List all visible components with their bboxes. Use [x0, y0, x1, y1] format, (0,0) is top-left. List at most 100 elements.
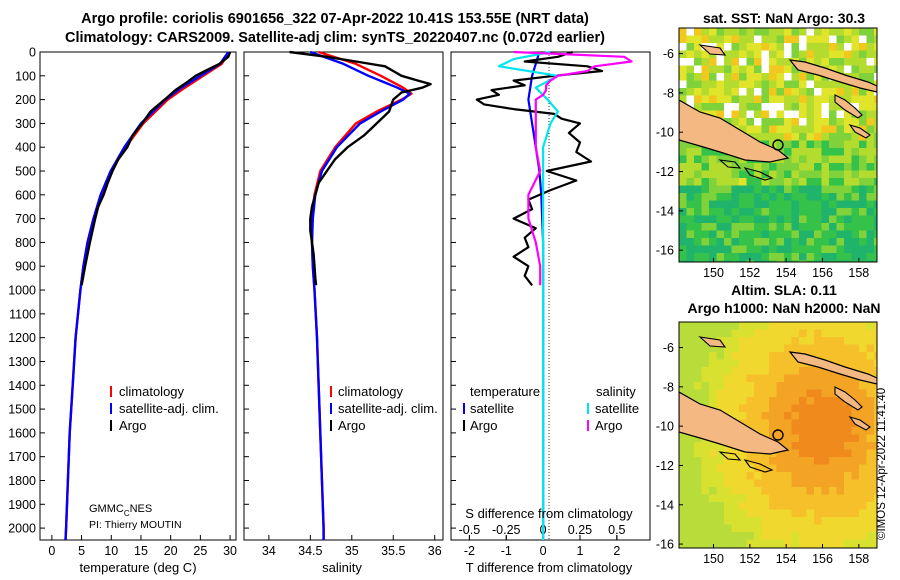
map-cell	[701, 479, 710, 488]
map-cell	[724, 487, 732, 495]
x-tick-label: 15	[134, 544, 148, 558]
map-cell	[866, 73, 875, 81]
map-cell	[814, 148, 822, 156]
map-cell	[829, 245, 837, 254]
map-cell	[716, 329, 725, 338]
map-cell	[844, 524, 852, 533]
y-tick-label: 600	[15, 188, 36, 202]
map-cell	[716, 464, 725, 473]
map-cell	[739, 200, 747, 209]
map-cell	[784, 28, 792, 36]
map-cell	[739, 457, 747, 465]
map-cell	[784, 479, 792, 488]
map-cell	[769, 193, 777, 201]
map-cell	[791, 253, 800, 261]
map-cell	[754, 427, 762, 435]
map-cell	[799, 322, 807, 330]
map-cell	[776, 419, 785, 428]
map-cell	[859, 185, 867, 194]
legend-t-satellite-label: satellite	[470, 401, 514, 416]
map-cell	[754, 502, 762, 510]
map-cell	[724, 238, 732, 246]
map-cell	[851, 442, 860, 450]
map-cell	[806, 170, 815, 179]
map-cell	[701, 245, 710, 254]
map-cell	[731, 539, 740, 548]
lon-tick-label: 150	[703, 266, 724, 280]
map-cell	[784, 65, 792, 74]
series-argo	[289, 50, 432, 286]
map-cell	[686, 215, 695, 224]
map-cell	[731, 43, 740, 51]
map-cell	[739, 28, 747, 36]
map-cell	[859, 35, 867, 44]
map-cell	[731, 163, 740, 171]
map-cell	[821, 163, 830, 171]
map-cell	[806, 163, 815, 171]
map-cell	[761, 118, 770, 126]
x-tick-label: 20	[164, 544, 178, 558]
map-cell	[844, 412, 852, 420]
map-cell	[739, 487, 747, 495]
map-cell	[799, 344, 807, 353]
map-cell	[701, 223, 710, 231]
map-cell	[784, 215, 792, 224]
map-cell	[776, 532, 785, 540]
map-cell	[754, 352, 762, 360]
map-cell	[829, 43, 837, 51]
argo-position-sla	[772, 429, 784, 441]
map-cell	[814, 140, 822, 149]
map-cell	[769, 118, 777, 126]
map-cell	[701, 260, 710, 262]
map-cell	[776, 359, 785, 368]
map-cell	[731, 200, 740, 209]
map-cell	[746, 118, 755, 126]
map-cell	[784, 404, 792, 413]
map-cell	[776, 494, 785, 503]
map-cell	[844, 110, 852, 119]
s-tick-label: 0.25	[568, 523, 592, 537]
map-cell	[776, 367, 785, 375]
map-cell	[716, 539, 725, 548]
map-cell	[814, 260, 822, 262]
lon-tick-label: 154	[776, 266, 797, 280]
legend-temperature-title: temperature	[470, 384, 540, 399]
map-cell	[874, 479, 877, 488]
map-cell	[784, 509, 792, 518]
map-cell	[859, 230, 867, 239]
map-cell	[821, 329, 830, 338]
map-cell	[866, 412, 875, 420]
map-cell	[844, 539, 852, 548]
map-cell	[776, 28, 785, 36]
map-cell	[866, 322, 875, 330]
temperature-x-ticks: 0 5 10 15 20 25 30	[48, 535, 237, 558]
map-cell	[746, 344, 755, 353]
map-cell	[806, 245, 815, 254]
map-cell	[716, 43, 725, 51]
map-cell	[746, 509, 755, 518]
map-cell	[746, 28, 755, 36]
map-cell	[694, 35, 702, 44]
map-cell	[829, 88, 837, 96]
map-cell	[686, 539, 695, 548]
lat-tick-label: -12	[656, 165, 674, 179]
map-cell	[739, 509, 747, 518]
map-cell	[866, 238, 875, 246]
map-cell	[874, 170, 877, 179]
map-cell	[709, 479, 717, 488]
map-cell	[806, 43, 815, 51]
map-cell	[799, 80, 807, 89]
map-cell	[791, 245, 800, 254]
map-cell	[866, 260, 875, 262]
map-cell	[694, 539, 702, 548]
map-cell	[686, 43, 695, 51]
map-cell	[821, 532, 830, 540]
credit-pi: PI: Thierry MOUTIN	[89, 519, 182, 531]
map-cell	[679, 215, 687, 224]
map-cell	[821, 442, 830, 450]
map-cell	[776, 50, 785, 59]
map-cell	[844, 140, 852, 149]
map-cell	[739, 404, 747, 413]
map-cell	[709, 110, 717, 119]
map-cell	[806, 524, 815, 533]
